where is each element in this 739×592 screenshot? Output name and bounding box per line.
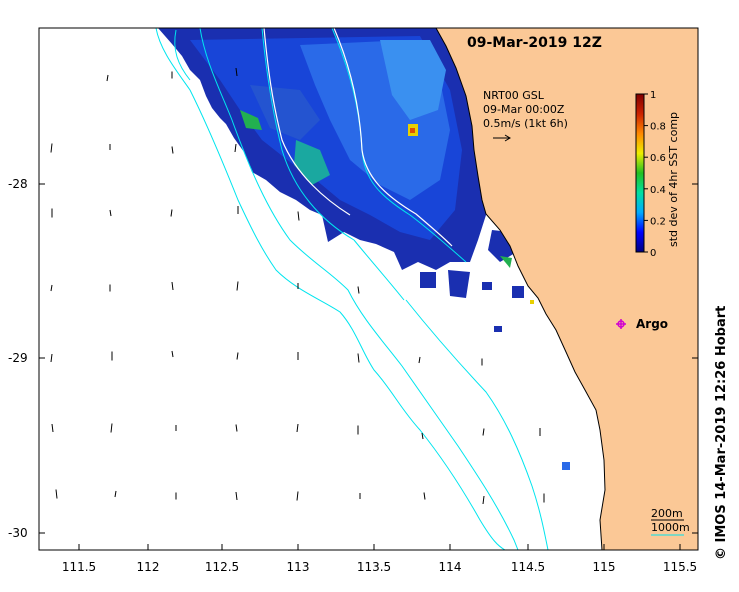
x-tick-label: 112.5 bbox=[205, 560, 239, 574]
y-tick-label: -30 bbox=[8, 526, 28, 540]
credit-line: © IMOS 14-Mar-2019 12:26 Hobart bbox=[714, 306, 729, 560]
colorbar-gradient bbox=[635, 93, 645, 253]
current-vector bbox=[357, 353, 360, 363]
current-vector bbox=[171, 350, 174, 358]
velocity-legend-line3: 0.5m/s (1kt 6h) bbox=[483, 117, 568, 130]
current-vector bbox=[170, 209, 173, 217]
colorbar-title: std dev of 4hr SST comp bbox=[667, 111, 680, 247]
depth-legend-200: 200m bbox=[651, 507, 683, 520]
colorbar-tick: 0.8 bbox=[650, 122, 666, 133]
current-vector bbox=[482, 428, 485, 436]
x-tick-label: 115.5 bbox=[663, 560, 697, 574]
argo-float-marker bbox=[616, 319, 626, 329]
current-vector bbox=[110, 423, 113, 433]
current-vector bbox=[418, 356, 421, 364]
current-vector bbox=[114, 490, 117, 498]
current-vector bbox=[236, 352, 239, 360]
velocity-legend-line2: 09-Mar 00:00Z bbox=[483, 103, 565, 116]
current-vector bbox=[50, 284, 53, 292]
current-vector bbox=[171, 281, 174, 291]
argo-label: Argo bbox=[636, 317, 668, 331]
current-vector bbox=[235, 424, 238, 432]
current-vector bbox=[296, 423, 299, 433]
x-tick-label: 111.5 bbox=[62, 560, 96, 574]
current-vectors bbox=[50, 67, 545, 505]
current-vector bbox=[423, 492, 426, 500]
current-vector bbox=[109, 209, 112, 217]
current-vector bbox=[482, 495, 485, 505]
coastline-land bbox=[435, 28, 698, 550]
isobath-lines bbox=[155, 28, 549, 550]
current-vector bbox=[235, 67, 238, 77]
plot-frame bbox=[38, 27, 699, 551]
colorbar-tick: 0.6 bbox=[650, 153, 666, 164]
current-vector bbox=[51, 423, 54, 433]
x-tick-label: 112 bbox=[137, 560, 160, 574]
colorbar-tick: 0 bbox=[650, 248, 656, 259]
current-vector bbox=[235, 491, 238, 501]
y-axis-labels: -28 -29 -30 bbox=[8, 177, 28, 540]
x-axis-labels: 111.5 112 112.5 113 113.5 114 114.5 115 … bbox=[62, 560, 697, 574]
current-vector bbox=[106, 74, 109, 82]
depth-legend-1000: 1000m bbox=[651, 521, 690, 534]
velocity-legend-line1: NRT00 GSL bbox=[483, 89, 544, 102]
colorbar: 1 0.8 0.6 0.4 0.2 0 bbox=[635, 90, 666, 259]
colorbar-tick: 1 bbox=[650, 90, 656, 101]
depth-legend: 200m 1000m bbox=[651, 507, 690, 536]
current-vector bbox=[50, 143, 53, 153]
overlay-contours bbox=[263, 28, 453, 247]
velocity-legend: NRT00 GSL 09-Mar 00:00Z 0.5m/s (1kt 6h) bbox=[483, 89, 568, 131]
axis-ticks bbox=[39, 183, 698, 550]
map-title: 09-Mar-2019 12Z bbox=[467, 35, 602, 51]
current-vector bbox=[50, 353, 53, 363]
y-tick-label: -28 bbox=[8, 177, 28, 191]
y-tick-label: -29 bbox=[8, 351, 28, 365]
current-vector bbox=[357, 286, 360, 294]
current-vector bbox=[421, 432, 424, 440]
colorbar-tick: 0.4 bbox=[650, 185, 666, 196]
current-vector bbox=[297, 211, 300, 221]
x-tick-label: 113.5 bbox=[357, 560, 391, 574]
x-tick-label: 113 bbox=[287, 560, 310, 574]
x-tick-label: 114.5 bbox=[511, 560, 545, 574]
x-tick-label: 114 bbox=[439, 560, 462, 574]
current-vector bbox=[296, 491, 299, 501]
current-vector bbox=[171, 146, 174, 154]
credit-text: IMOS 14-Mar-2019 12:26 Hobart bbox=[714, 305, 729, 543]
x-tick-label: 115 bbox=[593, 560, 616, 574]
sst-data-layer bbox=[158, 28, 570, 470]
velocity-scale-arrow bbox=[493, 134, 511, 142]
current-vector bbox=[234, 143, 237, 153]
colorbar-tick: 0.2 bbox=[650, 216, 666, 227]
current-vector bbox=[55, 489, 58, 499]
copyright-symbol: © bbox=[714, 547, 729, 560]
current-vector bbox=[236, 281, 239, 291]
